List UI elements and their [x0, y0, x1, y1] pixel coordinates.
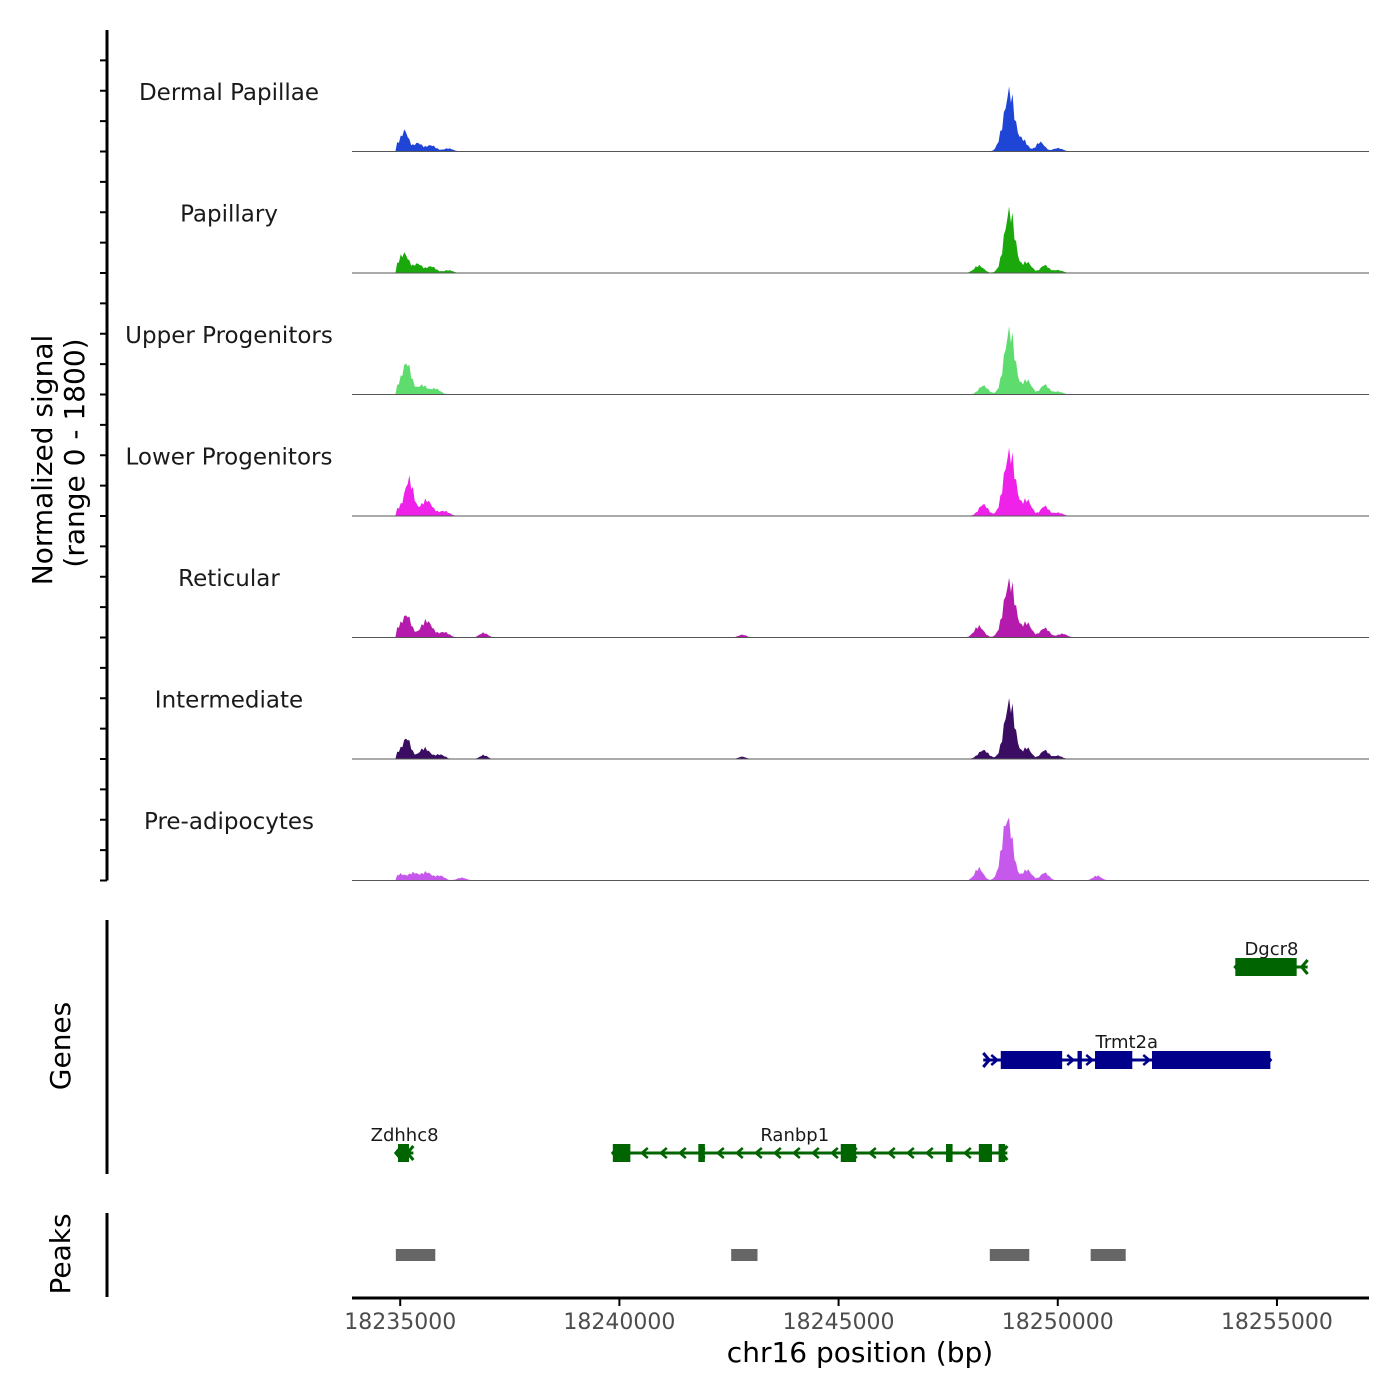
- x-axis-title: chr16 position (bp): [727, 1336, 993, 1369]
- peaks-panel-title: Peaks: [44, 1213, 77, 1294]
- strand-arrow: [1299, 959, 1309, 975]
- y-axis-title-line1: Normalized signal: [26, 335, 59, 586]
- strand-arrow: [1085, 1054, 1095, 1066]
- gene-label: Ranbp1: [760, 1125, 829, 1146]
- genes-panel-title: Genes: [44, 1002, 77, 1090]
- gene-label: Dgcr8: [1244, 939, 1298, 960]
- signal-area: [393, 206, 1370, 273]
- exon: [398, 1144, 409, 1162]
- track-intermediate: Intermediate: [155, 688, 1370, 760]
- x-tick-label: 18240000: [563, 1310, 675, 1335]
- signal-area: [393, 817, 1370, 881]
- exon: [840, 1144, 857, 1162]
- exon: [612, 1144, 631, 1162]
- x-axis: 18235000 18240000 18245000 18250000 18255000: [344, 1296, 1369, 1335]
- exon: [698, 1144, 705, 1162]
- track-label: Dermal Papillae: [139, 80, 319, 106]
- strand-arrow: [734, 1147, 744, 1159]
- strand-arrow: [1066, 1054, 1076, 1066]
- strand-arrow: [658, 1147, 668, 1159]
- track-reticular: Reticular: [178, 566, 1370, 638]
- track-upper-progenitors: Upper Progenitors: [125, 323, 1370, 395]
- peak-region: [989, 1249, 1030, 1261]
- exon: [1000, 1051, 1063, 1069]
- strand-arrow: [829, 1147, 839, 1159]
- x-tick-label: 18255000: [1221, 1310, 1333, 1335]
- signal-area: [393, 447, 1370, 516]
- strand-arrow: [924, 1147, 934, 1159]
- strand-arrow: [772, 1147, 782, 1159]
- strand-arrow: [639, 1147, 649, 1159]
- strand-arrow: [715, 1147, 725, 1159]
- signal-area: [393, 577, 1370, 638]
- gene-trmt2a: Trmt2a: [982, 1032, 1273, 1069]
- gene-dgcr8: Dgcr8: [1233, 939, 1309, 976]
- track-lower-progenitors: Lower Progenitors: [126, 445, 1370, 517]
- strand-arrow: [982, 1052, 992, 1068]
- strand-arrow: [886, 1147, 896, 1159]
- strand-arrow: [905, 1147, 915, 1159]
- exon: [998, 1144, 1006, 1162]
- track-label: Pre-adipocytes: [144, 809, 314, 835]
- exon: [1095, 1051, 1133, 1069]
- peak-region: [395, 1249, 436, 1261]
- track-label: Reticular: [178, 566, 280, 592]
- track-label: Papillary: [180, 202, 278, 228]
- gene-ranbp1: Ranbp1: [610, 1125, 1009, 1162]
- strand-arrow: [677, 1147, 687, 1159]
- strand-arrow: [990, 1054, 1000, 1066]
- peak-region: [1090, 1249, 1126, 1261]
- coverage-panel: Dermal Papillae Papillary Upper Progenitor…: [100, 30, 1370, 882]
- signal-area: [393, 698, 1370, 759]
- exon: [1152, 1051, 1271, 1069]
- exon: [1077, 1051, 1082, 1069]
- strand-arrow: [810, 1147, 820, 1159]
- strand-arrow: [962, 1147, 972, 1159]
- exon: [978, 1144, 993, 1162]
- track-label: Upper Progenitors: [125, 323, 333, 349]
- peaks-panel: [105, 1213, 1126, 1297]
- exon: [945, 1144, 953, 1162]
- strand-arrow: [1142, 1054, 1152, 1066]
- gene-label: Zdhhc8: [371, 1125, 439, 1146]
- track-dermal-papillae: Dermal Papillae: [139, 80, 1370, 152]
- x-tick-label: 18235000: [344, 1310, 456, 1335]
- gene-label: Trmt2a: [1095, 1032, 1159, 1053]
- signal-area: [393, 326, 1370, 395]
- track-label: Lower Progenitors: [126, 445, 333, 471]
- x-tick-label: 18250000: [1002, 1310, 1114, 1335]
- track-label: Intermediate: [155, 688, 303, 714]
- signal-area: [393, 86, 1370, 152]
- peak-region: [731, 1249, 758, 1261]
- x-tick-label: 18245000: [783, 1310, 895, 1335]
- exon: [1235, 958, 1297, 976]
- strand-arrow: [791, 1147, 801, 1159]
- genes-panel: Dgcr8 Trmt2a Zdhhc8 Ranbp1: [105, 920, 1309, 1174]
- track-pre-adipocytes: Pre-adipocytes: [144, 809, 1370, 881]
- track-papillary: Papillary: [180, 202, 1370, 274]
- strand-arrow: [867, 1147, 877, 1159]
- strand-arrow: [753, 1147, 763, 1159]
- gene-zdhhc8: Zdhhc8: [371, 1125, 439, 1162]
- y-axis-title-line2: (range 0 - 1800): [58, 338, 91, 567]
